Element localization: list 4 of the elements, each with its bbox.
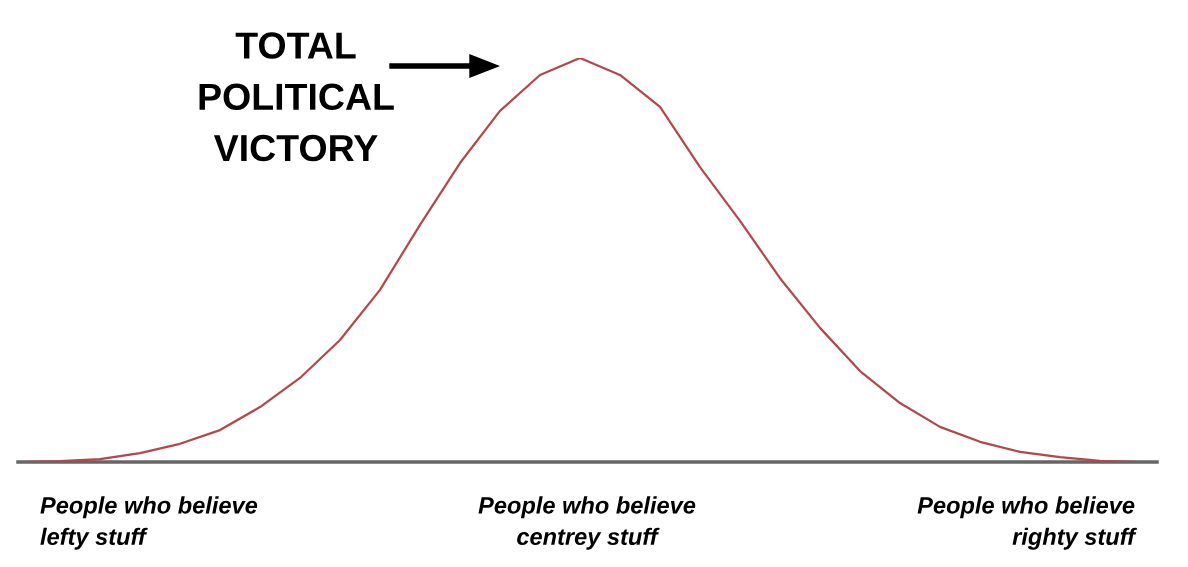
text: People who believe centrey stuff <box>478 496 696 550</box>
text: People who believe righty stuff <box>917 496 1137 550</box>
annotation: TOTAL POLITICAL VICTORY <box>199 32 394 162</box>
text: People who believe lefty stuff <box>40 496 258 550</box>
